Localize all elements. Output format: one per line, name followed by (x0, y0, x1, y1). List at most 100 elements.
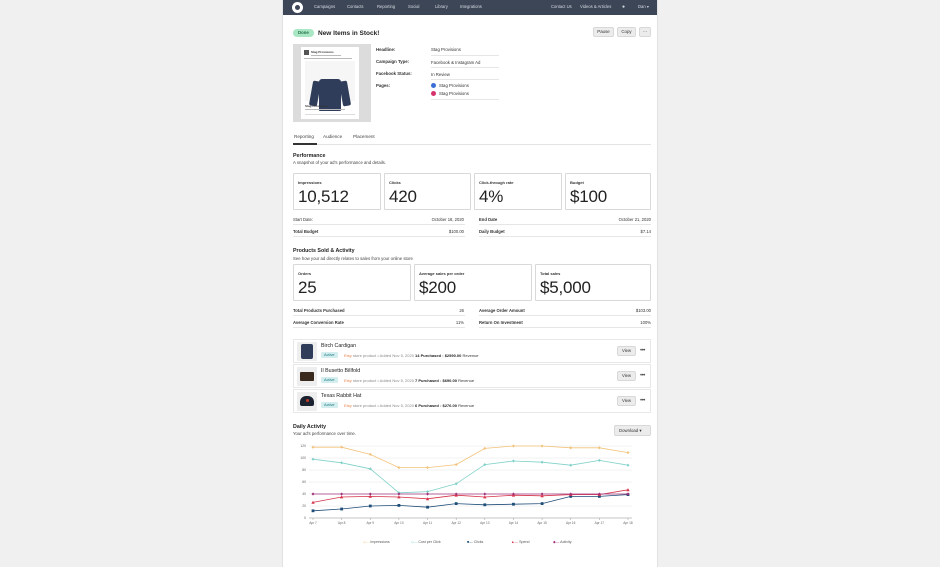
data-point-cost-per-click (454, 482, 458, 486)
data-point-spend (626, 488, 630, 492)
product-store: store product (352, 403, 377, 408)
product-status-badge: Active (321, 402, 338, 408)
nav-contacts[interactable]: Contacts (347, 4, 364, 9)
x-tick-label: Apr 17 (595, 521, 605, 525)
data-point-activity (368, 492, 372, 496)
tab-audience[interactable]: Audience (323, 134, 343, 139)
legend-cost-per-click[interactable]: ◇— Cost per Click (411, 540, 441, 544)
data-point-spend (311, 500, 315, 504)
product-name[interactable]: Texas Rabbit Hat (321, 393, 362, 399)
billfold-image (300, 372, 314, 381)
data-point-clicks (483, 503, 487, 507)
ad-text-line (304, 58, 352, 60)
team-icon[interactable]: ● (622, 4, 626, 10)
card-value: $100 (570, 187, 608, 206)
daily-budget-value: $7.14 (640, 229, 651, 234)
product-status-badge: Active (321, 377, 338, 383)
performance-subtitle: A snapshot of your ad's performance and … (293, 160, 387, 165)
product-store: store product (352, 378, 377, 383)
divider (431, 79, 499, 80)
data-point-clicks (397, 504, 401, 507)
data-point-spend (540, 494, 544, 498)
data-point-cost-per-click (311, 457, 315, 461)
product-row: Birch Cardigan Active Etsy store product… (293, 339, 651, 363)
tab-reporting[interactable]: Reporting (294, 134, 314, 139)
more-icon[interactable]: ••• (640, 398, 645, 404)
data-point-impressions (597, 446, 601, 450)
data-point-impressions (569, 446, 573, 450)
divider (479, 327, 651, 328)
cardigan-image (301, 344, 313, 359)
nav-integrations[interactable]: Integrations (460, 4, 482, 9)
pause-button[interactable]: Pause (593, 27, 614, 37)
product-revenue: $690.00 (442, 378, 457, 383)
facebook-status-value: In Review (431, 72, 450, 77)
data-point-clicks (569, 495, 573, 498)
card-value: $200 (419, 278, 457, 297)
data-point-spend (368, 494, 372, 498)
top-nav: Campaigns Contacts Reporting Social Libr… (283, 0, 657, 15)
page-instagram[interactable]: Stag Provisions (439, 91, 469, 96)
data-point-impressions (397, 465, 401, 470)
legend-label: Impressions (370, 540, 390, 544)
avg-order-label: Average Order Amount (479, 308, 525, 313)
data-point-activity (311, 492, 315, 496)
nav-library[interactable]: Library (435, 4, 448, 9)
legend-clicks[interactable]: ■— Clicks (467, 540, 484, 544)
card-value: 4% (479, 187, 504, 206)
nav-campaigns[interactable]: Campaigns (314, 4, 336, 9)
divider (293, 327, 465, 328)
data-point-impressions (311, 445, 315, 449)
y-tick-label: 20 (302, 504, 306, 508)
budget-card: Budget $100 (565, 173, 651, 210)
product-name[interactable]: Il Busetto Billfold (321, 368, 361, 374)
more-icon[interactable]: ••• (640, 373, 645, 379)
product-added: Added Nov 5, 2020 (379, 353, 414, 358)
data-point-activity (569, 492, 573, 496)
hat-logo (306, 399, 309, 402)
view-button[interactable]: View (617, 346, 636, 356)
legend-spend[interactable]: ▲— Spend (511, 540, 530, 544)
legend-activity[interactable]: ◆— Activity (553, 540, 572, 544)
page-facebook[interactable]: Stag Provisions (439, 83, 469, 88)
copy-button[interactable]: Copy (617, 27, 636, 37)
card-label: Average sales per order (419, 271, 465, 276)
view-button[interactable]: View (617, 371, 636, 381)
data-point-clicks (597, 495, 601, 498)
nav-reporting[interactable]: Reporting (377, 4, 396, 9)
data-point-cost-per-click (540, 460, 544, 464)
more-icon[interactable]: ••• (640, 348, 645, 354)
product-purchased: 7 Purchased (415, 378, 439, 383)
clicks-card: Clicks 420 (384, 173, 471, 210)
y-tick-label: 60 (302, 480, 306, 484)
nav-social[interactable]: Social (408, 4, 420, 9)
orders-card: Orders 25 (293, 264, 411, 301)
daily-activity-chart: 0 20 40 60 80 100 120 Apr 7 Apr 8 Apr 9 Apr 10 Apr … (300, 444, 633, 525)
legend-impressions[interactable]: ◇— Impressions (363, 540, 390, 544)
data-point-impressions (511, 444, 516, 448)
active-tab-indicator (293, 143, 317, 145)
tab-placement[interactable]: Placement (353, 134, 375, 139)
data-point-activity (597, 492, 601, 496)
user-menu[interactable]: Dan ▾ (638, 4, 649, 9)
end-date-label: End Date (479, 217, 498, 222)
logo-icon[interactable] (292, 2, 303, 13)
view-button[interactable]: View (617, 396, 636, 406)
daily-activity-subtitle: Your ad's performance over time. (293, 431, 356, 436)
more-actions-button[interactable]: ⋯ (639, 27, 651, 37)
nav-contact-us[interactable]: Contact Us (551, 4, 572, 9)
divider (479, 315, 651, 316)
data-point-spend (425, 497, 430, 501)
nav-videos-articles[interactable]: Videos & Articles (580, 4, 612, 9)
divider (293, 236, 465, 237)
product-revenue: $276.00 (442, 403, 457, 408)
data-point-impressions (454, 462, 458, 467)
product-source: Etsy (344, 353, 352, 358)
divider (293, 224, 465, 225)
data-point-spend (483, 495, 487, 499)
data-point-impressions (368, 452, 372, 457)
pages-label: Pages: (376, 83, 391, 88)
download-button[interactable]: Download ▾ (614, 425, 651, 436)
ad-page-name: Stag Provisions (311, 50, 334, 54)
product-name[interactable]: Birch Cardigan (321, 343, 357, 349)
